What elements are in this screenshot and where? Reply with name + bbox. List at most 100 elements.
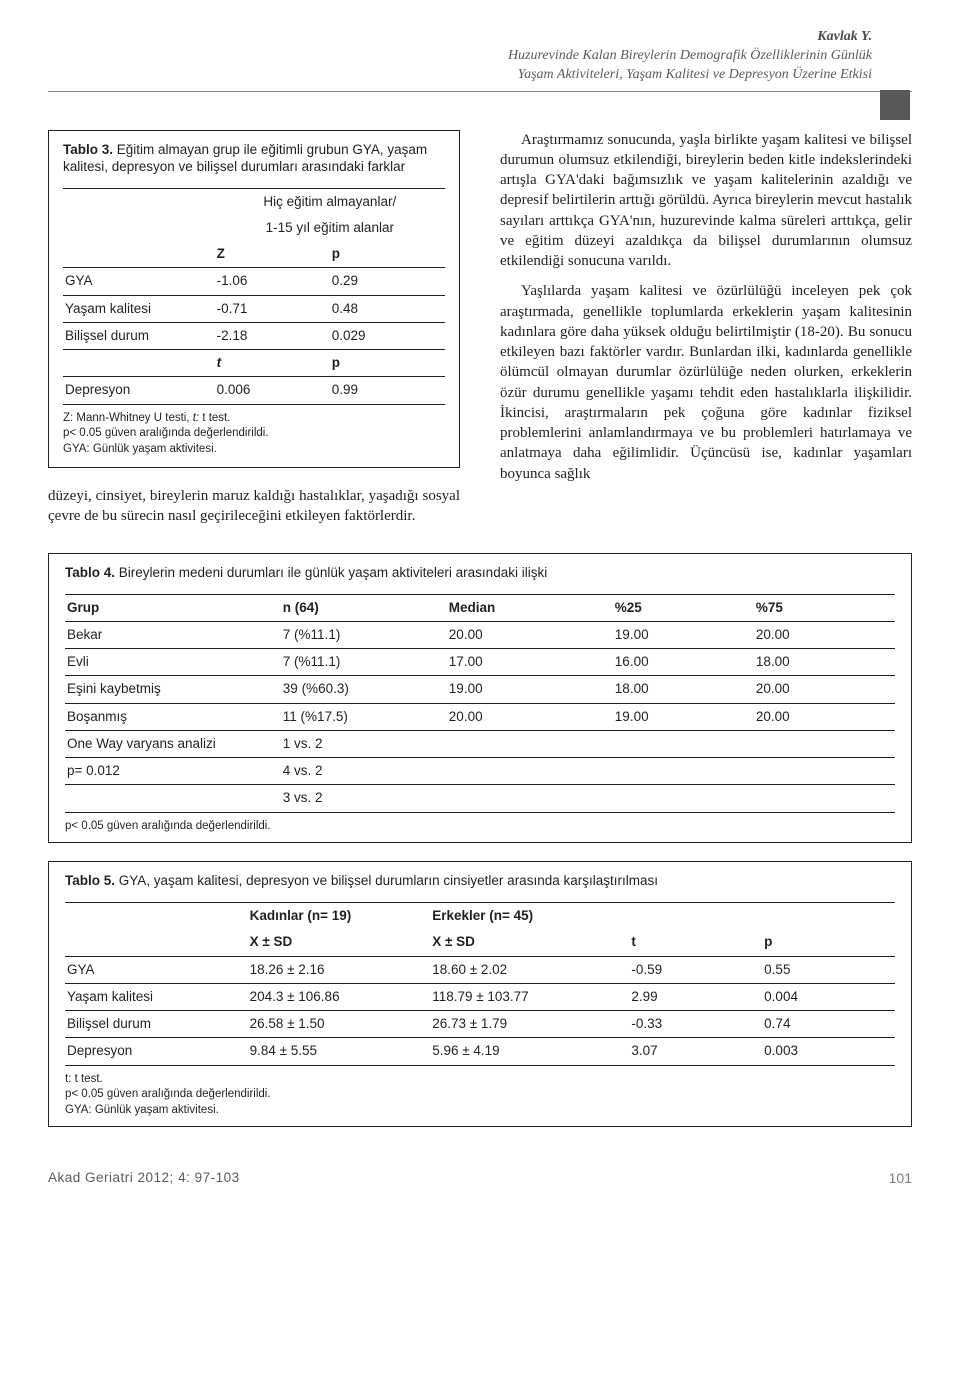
t4-r0-n: 7 (%11.1) [281, 622, 447, 649]
t4-col-n: n (64) [281, 594, 447, 621]
t4-r3-75: 20.00 [754, 703, 895, 730]
t3-r0-z: -1.06 [215, 268, 330, 295]
t4-r3-25: 19.00 [613, 703, 754, 730]
t5-col-p: p [762, 929, 895, 956]
t4-e1-grup: p= 0.012 [65, 758, 281, 785]
table3-col-z: Z [215, 241, 330, 268]
header-text: Kavlak Y. Huzurevinde Kalan Bireylerin D… [48, 28, 912, 85]
running-header: Kavlak Y. Huzurevinde Kalan Bireylerin D… [48, 28, 912, 92]
table3-footnotes: Z: Mann-Whitney U testi, t: t test. p< 0… [63, 405, 445, 458]
t3-foot2: p< 0.05 güven aralığında değerlendirildi… [63, 427, 269, 439]
t5-foot2: p< 0.05 güven aralığında değerlendirildi… [65, 1088, 271, 1100]
table5-footnotes: t: t test. p< 0.05 güven aralığında değe… [65, 1066, 895, 1119]
right-column: Araştırmamız sonucunda, yaşla birlikte y… [500, 130, 912, 527]
table5-label: Tablo 5. [65, 873, 115, 888]
t5-r1-l: Yaşam kalitesi [65, 983, 248, 1010]
page-footer: Akad Geriatri 2012; 4: 97-103 101 [48, 1169, 912, 1188]
header-title-line1: Huzurevinde Kalan Bireylerin Demografik … [508, 48, 872, 63]
table-row: Depresyon 0.006 0.99 [63, 377, 445, 404]
right-paragraph-2: Yaşlılarda yaşam kalitesi ve özürlülüğü … [500, 281, 912, 484]
t5-r1-p: 0.004 [762, 983, 895, 1010]
t5-r0-e: 18.60 ± 2.02 [430, 956, 629, 983]
t5-r2-l: Bilişsel durum [65, 1011, 248, 1038]
t5-r0-l: GYA [65, 956, 248, 983]
t3-r0-label: GYA [63, 268, 215, 295]
t3-r2-p: 0.029 [330, 322, 445, 349]
t5-r2-e: 26.73 ± 1.79 [430, 1011, 629, 1038]
table-row: Depresyon 9.84 ± 5.55 5.96 ± 4.19 3.07 0… [65, 1038, 895, 1065]
t5-r1-t: 2.99 [629, 983, 762, 1010]
t4-r0-25: 19.00 [613, 622, 754, 649]
table4-footnotes: p< 0.05 güven aralığında değerlendirildi… [65, 813, 895, 835]
t4-r3-m: 20.00 [447, 703, 613, 730]
t5-col-t: t [629, 929, 762, 956]
t5-r2-k: 26.58 ± 1.50 [248, 1011, 431, 1038]
table5-box: Tablo 5. GYA, yaşam kalitesi, depresyon … [48, 861, 912, 1127]
t3-foot3: GYA: Günlük yaşam aktivitesi. [63, 443, 217, 455]
t4-col-grup: Grup [65, 594, 281, 621]
t5-r0-p: 0.55 [762, 956, 895, 983]
t5-col-xsd2: X ± SD [430, 929, 629, 956]
t4-r1-grup: Evli [65, 649, 281, 676]
table-row: GYA 18.26 ± 2.16 18.60 ± 2.02 -0.59 0.55 [65, 956, 895, 983]
table4-label: Tablo 4. [65, 565, 115, 580]
t4-r2-75: 20.00 [754, 676, 895, 703]
t5-r3-e: 5.96 ± 4.19 [430, 1038, 629, 1065]
table-row: Bekar 7 (%11.1) 20.00 19.00 20.00 [65, 622, 895, 649]
t4-r0-grup: Bekar [65, 622, 281, 649]
t4-r2-grup: Eşini kaybetmiş [65, 676, 281, 703]
table-row: One Way varyans analizi 1 vs. 2 [65, 730, 895, 757]
table3-col-p: p [330, 241, 445, 268]
t3-r3-label: Depresyon [63, 377, 215, 404]
table5: Kadınlar (n= 19) Erkekler (n= 45) X ± SD… [65, 902, 895, 1065]
t5-r2-p: 0.74 [762, 1011, 895, 1038]
table3-label: Tablo 3. [63, 142, 113, 157]
header-marker [880, 90, 910, 120]
table4-caption-text: Bireylerin medeni durumları ile günlük y… [119, 565, 547, 580]
table3-subhead1: Hiç eğitim almayanlar/ [215, 188, 445, 215]
t3-r3-t: 0.006 [215, 377, 330, 404]
table-row: Evli 7 (%11.1) 17.00 16.00 18.00 [65, 649, 895, 676]
t4-e2-n: 3 vs. 2 [281, 785, 447, 812]
t5-foot3: GYA: Günlük yaşam aktivitesi. [65, 1104, 219, 1116]
t3-r2-label: Bilişsel durum [63, 322, 215, 349]
t4-r0-m: 20.00 [447, 622, 613, 649]
table-row: GYA -1.06 0.29 [63, 268, 445, 295]
t4-r1-25: 16.00 [613, 649, 754, 676]
t3-r3-p: 0.99 [330, 377, 445, 404]
table3-box: Tablo 3. Eğitim almayan grup ile eğitiml… [48, 130, 460, 468]
table3-caption-text: Eğitim almayan grup ile eğitimli grubun … [63, 142, 427, 175]
t3-foot1c: t test. [199, 412, 230, 424]
right-paragraph-1: Araştırmamız sonucunda, yaşla birlikte y… [500, 130, 912, 272]
t4-e0-grup: One Way varyans analizi [65, 730, 281, 757]
t3-r1-label: Yaşam kalitesi [63, 295, 215, 322]
table4-caption: Tablo 4. Bireylerin medeni durumları ile… [65, 564, 895, 582]
t3-r0-p: 0.29 [330, 268, 445, 295]
table-row: Bilişsel durum 26.58 ± 1.50 26.73 ± 1.79… [65, 1011, 895, 1038]
two-column-region: Tablo 3. Eğitim almayan grup ile eğitiml… [48, 130, 912, 527]
t4-col-p25: %25 [613, 594, 754, 621]
header-rule [48, 91, 912, 92]
t4-r1-m: 17.00 [447, 649, 613, 676]
table-row: Eşini kaybetmiş 39 (%60.3) 19.00 18.00 2… [65, 676, 895, 703]
t4-r2-m: 19.00 [447, 676, 613, 703]
t3-r2-z: -2.18 [215, 322, 330, 349]
header-title-line2: Yaşam Aktiviteleri, Yaşam Kalitesi ve De… [518, 67, 872, 82]
footer-journal: Akad Geriatri 2012; 4: 97-103 [48, 1169, 240, 1187]
header-author: Kavlak Y. [817, 29, 872, 44]
t5-r1-e: 118.79 ± 103.77 [430, 983, 629, 1010]
t3-r1-p: 0.48 [330, 295, 445, 322]
t4-r0-75: 20.00 [754, 622, 895, 649]
t4-r2-25: 18.00 [613, 676, 754, 703]
t5-foot1: t: t test. [65, 1073, 103, 1085]
t4-r1-n: 7 (%11.1) [281, 649, 447, 676]
table5-caption-text: GYA, yaşam kalitesi, depresyon ve bilişs… [119, 873, 658, 888]
t5-r2-t: -0.33 [629, 1011, 762, 1038]
t5-r1-k: 204.3 ± 106.86 [248, 983, 431, 1010]
t4-foot: p< 0.05 güven aralığında değerlendirildi… [65, 820, 271, 832]
t5-col-xsd1: X ± SD [248, 929, 431, 956]
table-row: Yaşam kalitesi -0.71 0.48 [63, 295, 445, 322]
t4-col-p75: %75 [754, 594, 895, 621]
t4-r3-n: 11 (%17.5) [281, 703, 447, 730]
table-row: Bilişsel durum -2.18 0.029 [63, 322, 445, 349]
